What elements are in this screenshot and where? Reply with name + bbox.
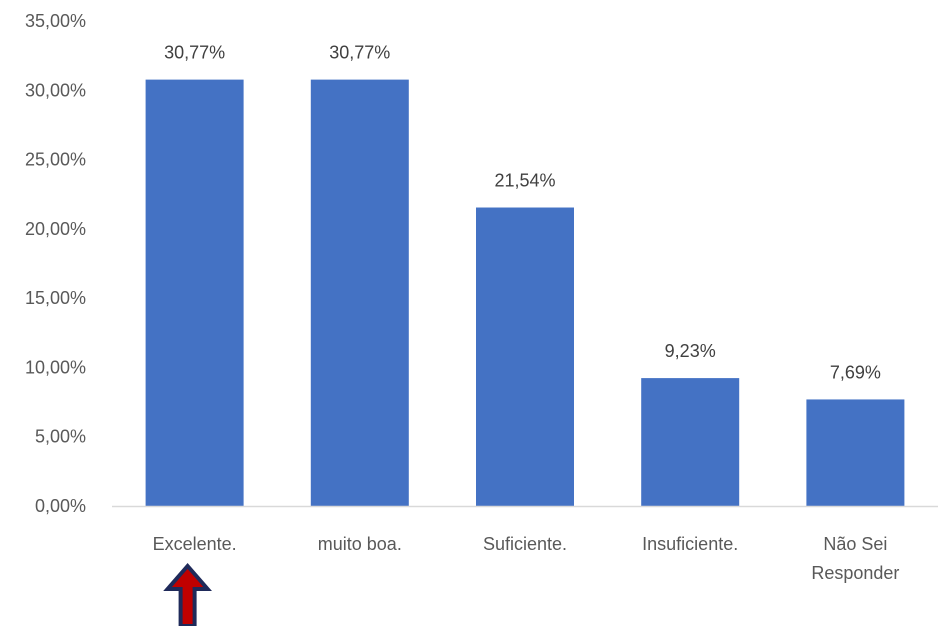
y-tick-label: 35,00% [25, 11, 86, 31]
y-tick-label: 30,00% [25, 80, 86, 100]
x-tick-label-line: muito boa. [318, 534, 402, 554]
data-label: 7,69% [830, 362, 881, 382]
x-tick-label: Insuficiente. [642, 534, 738, 554]
data-label: 30,77% [164, 43, 225, 63]
x-tick-label: Suficiente. [483, 534, 567, 554]
annotation-arrow [163, 562, 212, 626]
bar [476, 207, 574, 506]
x-tick-label-line: Não Sei [823, 534, 887, 554]
y-tick-label: 25,00% [25, 150, 86, 170]
y-tick-label: 10,00% [25, 357, 86, 377]
data-label: 21,54% [494, 171, 555, 191]
x-tick-label-line: Suficiente. [483, 534, 567, 554]
bars [145, 79, 905, 506]
y-tick-label: 20,00% [25, 219, 86, 239]
data-label: 9,23% [665, 341, 716, 361]
y-tick-label: 15,00% [25, 288, 86, 308]
x-tick-label-line: Responder [811, 563, 899, 583]
y-tick-label: 5,00% [35, 427, 86, 447]
x-tick-label: Não Sei Responder [811, 534, 899, 583]
y-tick-label: 0,00% [35, 496, 86, 516]
bar [806, 399, 905, 506]
data-labels: 30,77% 30,77% 21,54% 9,23% 7,69% [164, 43, 881, 383]
x-tick-label: muito boa. [318, 534, 402, 554]
bar [641, 378, 740, 506]
x-tick-label-line: Excelente. [153, 534, 237, 554]
x-tick-label-line: Insuficiente. [642, 534, 738, 554]
arrow-up-icon [163, 562, 212, 626]
data-label: 30,77% [329, 43, 390, 63]
x-axis: Excelente. muito boa. Suficiente. Insuficie… [153, 534, 900, 583]
bar [310, 79, 409, 506]
y-axis: 0,00% 5,00% 10,00% 15,00% 20,00% 25,00% 30,00%… [25, 11, 86, 516]
x-tick-label: Excelente. [153, 534, 237, 554]
bar [145, 79, 244, 506]
